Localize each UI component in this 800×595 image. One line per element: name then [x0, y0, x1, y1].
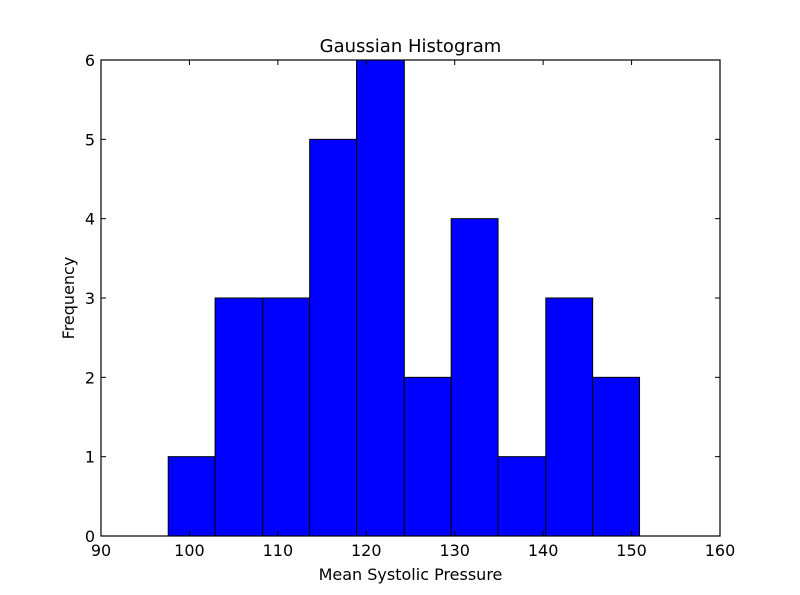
y-tick-label: 0 [85, 527, 95, 546]
histogram-bar [450, 218, 499, 537]
ticks-group: 90 100 110 120 130 140 150 160 0 1 2 3 4 5 6 [85, 51, 735, 560]
histogram-bar [262, 297, 311, 537]
histogram-bar [309, 138, 358, 537]
histogram-bar [356, 59, 405, 537]
x-tick-label: 90 [91, 541, 111, 560]
y-tick-label: 4 [85, 210, 95, 229]
x-axis-label: Mean Systolic Pressure [319, 565, 503, 584]
histogram-bar [214, 297, 264, 537]
bars-group [167, 59, 641, 537]
x-tick-label: 110 [263, 541, 294, 560]
x-tick-label: 120 [351, 541, 382, 560]
histogram-bar [545, 297, 594, 537]
x-tick-label: 100 [174, 541, 205, 560]
y-tick-label: 1 [85, 448, 95, 467]
y-tick-label: 6 [85, 51, 95, 70]
histogram-bar [167, 456, 216, 537]
x-tick-label: 160 [705, 541, 736, 560]
y-tick-label: 2 [85, 368, 95, 387]
y-axis-label: Frequency [59, 257, 78, 340]
histogram-bar [403, 376, 452, 537]
chart-title: Gaussian Histogram [320, 36, 502, 57]
histogram-bar [497, 456, 547, 537]
y-tick-label: 5 [85, 130, 95, 149]
x-tick-label: 150 [616, 541, 647, 560]
x-tick-label: 140 [528, 541, 559, 560]
x-tick-label: 130 [439, 541, 470, 560]
y-tick-label: 3 [85, 289, 95, 308]
plot-frame [100, 59, 721, 537]
histogram-bar [592, 376, 641, 537]
